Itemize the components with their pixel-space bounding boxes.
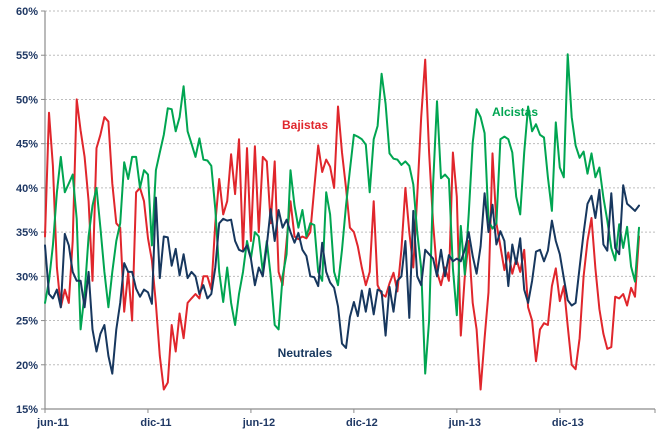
series-label-bajistas: Bajistas bbox=[281, 118, 329, 132]
series-label-alcistas: Alcistas bbox=[491, 105, 539, 119]
y-axis-label: 40% bbox=[16, 183, 38, 195]
x-axis-label: dic-11 bbox=[140, 417, 171, 429]
series-line-neutrales bbox=[44, 184, 640, 375]
x-axis-label: dic-12 bbox=[346, 417, 378, 429]
series-line-alcistas bbox=[44, 53, 640, 375]
x-axis-label: jun-12 bbox=[242, 417, 275, 429]
y-axis-label: 35% bbox=[16, 227, 38, 239]
x-axis-label: jun-13 bbox=[448, 417, 481, 429]
y-axis-label: 60% bbox=[16, 6, 38, 18]
y-axis-label: 15% bbox=[16, 404, 38, 416]
y-axis-label: 50% bbox=[16, 94, 38, 106]
y-axis-label: 45% bbox=[16, 139, 38, 151]
series-label-neutrales: Neutrales bbox=[277, 346, 333, 360]
y-axis-label: 25% bbox=[16, 316, 38, 328]
y-axis-label: 20% bbox=[16, 360, 38, 372]
x-axis-label: dic-13 bbox=[552, 417, 584, 429]
y-axis-label: 30% bbox=[16, 271, 38, 283]
y-axis-label: 55% bbox=[16, 50, 38, 62]
x-axis-label: jun-11 bbox=[36, 417, 69, 429]
series-line-bajistas bbox=[44, 58, 640, 391]
